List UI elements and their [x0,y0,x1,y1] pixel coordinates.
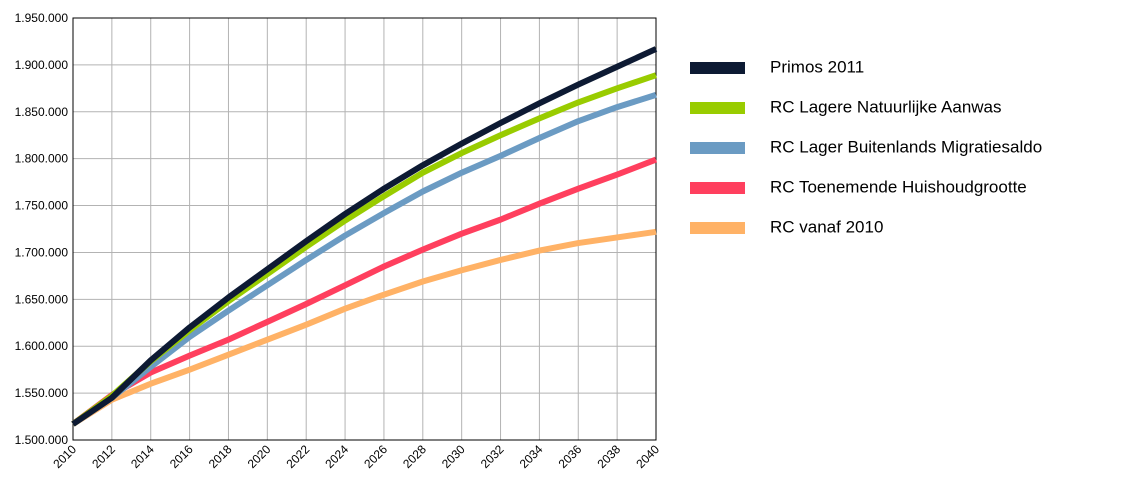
x-tick-label: 2032 [478,442,507,471]
series-line [71,46,658,427]
y-tick-label: 1.950.000 [15,11,69,25]
y-tick-label: 1.600.000 [15,339,69,353]
y-tick-label: 1.850.000 [15,105,69,119]
legend-swatch [690,102,745,114]
legend-swatch [690,222,745,234]
x-tick-label: 2024 [322,442,351,471]
x-tick-label: 2038 [594,442,623,471]
x-tick-label: 2028 [400,442,429,471]
x-tick-label: 2034 [517,442,546,471]
legend-label: RC Toenemende Huishoudgrootte [770,177,1027,196]
x-tick-label: 2018 [206,442,235,471]
y-tick-label: 1.750.000 [15,199,69,213]
y-tick-label: 1.900.000 [15,58,69,72]
legend-swatch [690,142,745,154]
series-line [71,156,658,427]
x-tick-label: 2014 [128,442,157,471]
x-tick-label: 2012 [89,442,118,471]
x-tick-label: 2020 [245,442,274,471]
x-tick-label: 2030 [439,442,468,471]
x-tick-label: 2026 [361,442,390,471]
x-tick-label: 2022 [284,442,313,471]
x-tick-label: 2036 [556,442,585,471]
y-tick-label: 1.700.000 [15,245,69,259]
legend-label: RC Lager Buitenlands Migratiesaldo [770,137,1042,156]
y-tick-label: 1.500.000 [15,433,69,447]
y-tick-label: 1.800.000 [15,152,69,166]
legend-swatch [690,62,745,74]
series-line [71,92,657,427]
legend-swatch [690,182,745,194]
x-tick-label: 2016 [167,442,196,471]
y-tick-label: 1.650.000 [15,292,69,306]
legend-label: RC Lagere Natuurlijke Aanwas [770,97,1002,116]
plot-frame [72,17,657,441]
x-tick-label: 2040 [633,442,662,471]
series-line [71,228,657,427]
legend-label: Primos 2011 [770,57,864,76]
y-tick-label: 1.550.000 [15,386,69,400]
legend-label: RC vanaf 2010 [770,217,883,236]
